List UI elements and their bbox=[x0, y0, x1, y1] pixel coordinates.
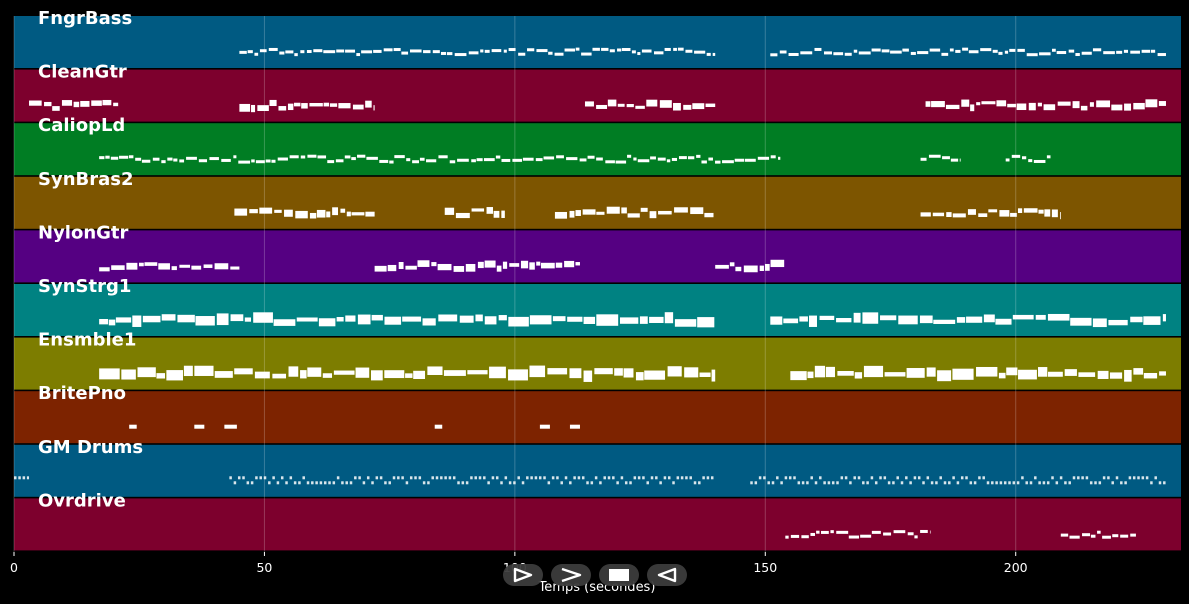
lane-britepno bbox=[14, 391, 1181, 444]
note-segment bbox=[29, 99, 119, 111]
note-segment bbox=[554, 206, 714, 219]
x-tick-label: 200 bbox=[1004, 560, 1028, 575]
note-segment bbox=[99, 365, 716, 382]
play-button[interactable] bbox=[503, 564, 543, 586]
note-segment bbox=[99, 262, 240, 272]
note-segment bbox=[194, 424, 205, 429]
note-segment bbox=[99, 312, 715, 328]
note-segment bbox=[569, 424, 580, 429]
note-segment bbox=[444, 207, 505, 219]
lane-ovrdrive bbox=[14, 498, 1181, 551]
lane-label: Ovrdrive bbox=[38, 490, 126, 511]
lane-fngrbass bbox=[14, 16, 1181, 68]
lane-label: BritePno bbox=[38, 383, 126, 404]
lane-label: Ensmble1 bbox=[38, 330, 136, 351]
note-segment bbox=[539, 424, 550, 429]
x-tick-label: 150 bbox=[753, 560, 777, 575]
note-segment bbox=[1060, 530, 1136, 539]
note-segment bbox=[920, 208, 1061, 220]
note-segment bbox=[229, 476, 714, 485]
note-segment bbox=[239, 99, 375, 113]
forward-button[interactable] bbox=[551, 564, 591, 586]
rewind-button[interactable] bbox=[647, 564, 687, 586]
lane-label: CleanGtr bbox=[38, 62, 127, 83]
note-segment bbox=[920, 154, 961, 162]
lane-synstrg1 bbox=[14, 284, 1181, 336]
lane-cleangtr bbox=[14, 69, 1181, 122]
note-layer bbox=[14, 47, 1166, 539]
note-segment bbox=[14, 476, 30, 480]
note-segment bbox=[790, 365, 1166, 382]
lane-label: SynStrg1 bbox=[38, 276, 131, 297]
lane-nylongtr bbox=[14, 230, 1181, 283]
note-segment bbox=[770, 47, 1166, 57]
lane-label: SynBras2 bbox=[38, 169, 134, 190]
note-segment bbox=[785, 529, 931, 539]
x-tick-label: 50 bbox=[256, 560, 272, 575]
lane-label: NylonGtr bbox=[38, 222, 129, 243]
stop-icon bbox=[609, 569, 629, 581]
note-segment bbox=[99, 154, 781, 164]
chevron-right-icon bbox=[561, 567, 582, 583]
note-segment bbox=[770, 312, 1166, 328]
note-segment bbox=[234, 207, 375, 219]
rewind-left-icon bbox=[657, 567, 677, 583]
note-segment bbox=[239, 47, 716, 57]
lane-gm-drums bbox=[14, 444, 1181, 497]
x-tick-label: 0 bbox=[10, 560, 18, 575]
note-segment bbox=[434, 424, 443, 429]
track-lanes bbox=[14, 16, 1181, 551]
lane-ensmble1 bbox=[14, 337, 1181, 390]
lane-caliopld bbox=[14, 123, 1181, 176]
note-segment bbox=[374, 260, 580, 272]
note-segment bbox=[129, 424, 137, 429]
lane-label: GM Drums bbox=[38, 437, 143, 458]
note-segment bbox=[750, 476, 1166, 485]
lane-labels: FngrBass CleanGtr CaliopLd SynBras2 NylonGtr… bbox=[38, 8, 143, 511]
note-segment bbox=[584, 99, 716, 111]
note-segment bbox=[715, 259, 785, 273]
stop-button[interactable] bbox=[599, 564, 639, 586]
note-segment bbox=[224, 424, 237, 429]
lane-label: CaliopLd bbox=[38, 115, 125, 136]
lane-synbras2 bbox=[14, 176, 1181, 229]
lane-label: FngrBass bbox=[38, 8, 132, 29]
note-segment bbox=[1005, 154, 1051, 163]
play-outline-icon bbox=[513, 567, 533, 583]
note-segment bbox=[925, 99, 1166, 112]
